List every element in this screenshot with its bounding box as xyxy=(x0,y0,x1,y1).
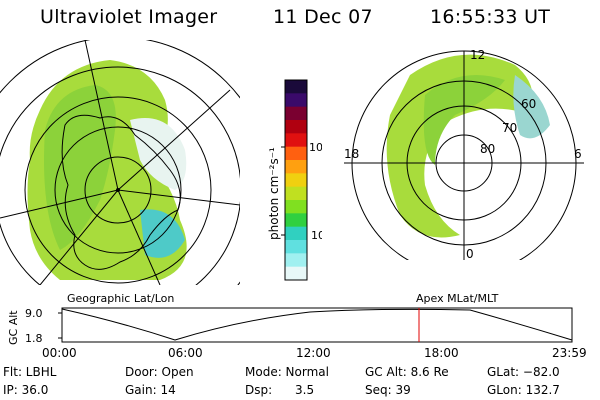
aurora-oval-faint xyxy=(513,75,550,139)
pole-marker xyxy=(116,188,120,192)
colorbar-swatch xyxy=(285,213,307,228)
latitude-circle xyxy=(0,66,240,285)
altitude-timeline-plot: 9.0 1.8 GC Alt 00:00 06:00 12:00 18:00 2… xyxy=(7,307,587,360)
colorbar-tick-label: 10 xyxy=(311,229,322,242)
meridian-lines xyxy=(0,40,240,285)
colorbar-swatch xyxy=(285,266,307,281)
glat-field: GLat: −82.0 xyxy=(487,365,560,379)
polar-image-panel: 12 18 6 0 60 70 80 xyxy=(344,48,584,260)
colorbar-swatch xyxy=(285,106,307,121)
colorbar-swatch xyxy=(285,160,307,174)
colorbar-swatch xyxy=(285,200,307,214)
aurora-bright-region xyxy=(44,85,116,250)
gain-field: Gain: 14 xyxy=(125,383,176,397)
colorbar-swatch xyxy=(285,226,307,241)
mlat-label-80: 80 xyxy=(480,142,495,156)
x-tick-label: 12:00 xyxy=(296,346,331,360)
coastline-outline xyxy=(61,114,181,270)
ip-field: IP: 36.0 xyxy=(3,383,49,397)
aurora-oval-bright xyxy=(423,75,505,165)
mlt-label-12: 12 xyxy=(470,48,485,62)
colorbar-tick-label: 100 xyxy=(309,141,322,154)
x-tick-label: 18:00 xyxy=(424,346,459,360)
app-title: Ultraviolet Imager xyxy=(40,6,218,28)
y-tick-label: 9.0 xyxy=(25,307,43,320)
colorbar-gradient xyxy=(285,80,307,281)
mlat-label-70: 70 xyxy=(502,121,517,135)
time-label: 16:55:33 UT xyxy=(430,6,551,28)
x-tick-label: 00:00 xyxy=(42,346,77,360)
mlt-label-6: 6 xyxy=(574,147,582,161)
dsp-field: Dsp: 3.5 xyxy=(245,383,315,397)
sequence-field: Seq: 39 xyxy=(365,383,411,397)
colorbar-unit-label: photon cm⁻²s⁻¹ xyxy=(267,147,281,240)
colorbar-swatch xyxy=(285,80,307,94)
glon-field: GLon: 132.7 xyxy=(487,383,560,397)
x-tick-label: 23:59 xyxy=(552,346,587,360)
polar-caption: Apex MLat/MLT xyxy=(416,292,499,305)
colorbar-swatch xyxy=(285,186,307,201)
mlt-label-18: 18 xyxy=(344,147,359,161)
latitude-circle xyxy=(84,156,152,224)
geographic-caption: Geographic Lat/Lon xyxy=(67,292,175,305)
colorbar-swatch xyxy=(285,253,307,268)
colorbar-swatch xyxy=(285,146,307,161)
geographic-image-panel xyxy=(0,40,240,285)
colorbar-swatch xyxy=(285,133,307,148)
filter-field: Flt: LBHL xyxy=(3,365,57,379)
aurora-cyan-region xyxy=(140,209,185,258)
door-field: Door: Open xyxy=(125,365,194,379)
y-axis-label: GC Alt xyxy=(7,310,20,345)
mlt-label-0: 0 xyxy=(466,247,474,260)
colorbar-swatch xyxy=(285,173,307,188)
x-tick-label: 06:00 xyxy=(168,346,203,360)
altitude-curve xyxy=(61,308,573,341)
mode-field: Mode: Normal xyxy=(245,365,329,379)
colorbar-swatch xyxy=(285,240,307,254)
latitude-circle xyxy=(24,96,212,284)
mlat-label-60: 60 xyxy=(521,97,536,111)
gc-altitude-field: GC Alt: 8.6 Re xyxy=(365,365,449,379)
aurora-oval xyxy=(386,54,533,238)
plot-frame xyxy=(61,307,573,343)
colorbar-swatch xyxy=(285,120,307,134)
date-label: 11 Dec 07 xyxy=(273,6,373,28)
y-tick-label: 1.8 xyxy=(25,332,43,345)
latitude-circle xyxy=(54,126,182,254)
intensity-colorbar: 100 10 photon cm⁻²s⁻¹ xyxy=(267,79,322,281)
colorbar-swatch xyxy=(285,93,307,108)
colorbar-frame xyxy=(284,79,308,281)
